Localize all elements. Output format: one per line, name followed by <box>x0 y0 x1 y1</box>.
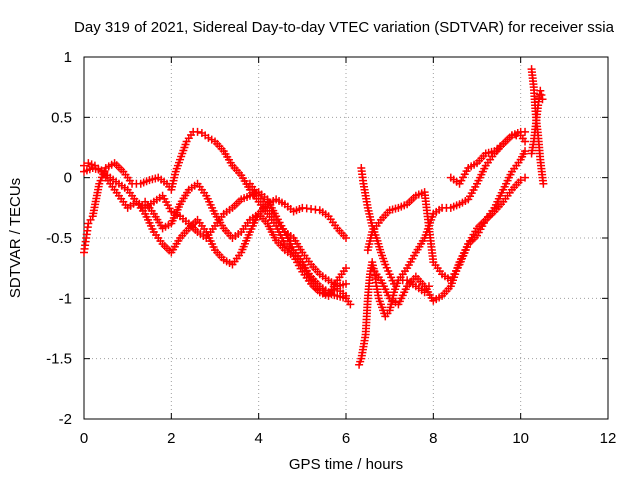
y-tick-label: -2 <box>59 411 72 428</box>
series-track-5 <box>245 179 350 300</box>
data-points <box>80 65 548 369</box>
series-track-12 <box>527 86 547 158</box>
data-point <box>193 127 202 136</box>
y-axis-ticks: -2 -1.5 -1 -0.5 0 0.5 1 <box>46 49 608 428</box>
data-point <box>342 234 350 242</box>
x-axis-ticks: 0 2 4 6 8 10 12 <box>80 57 617 447</box>
x-tick-label: 6 <box>342 430 350 447</box>
data-point <box>521 173 530 182</box>
series-track-10 <box>446 127 530 188</box>
x-tick-label: 0 <box>80 430 88 447</box>
data-point <box>521 127 530 136</box>
data-point-marker <box>537 91 546 100</box>
y-axis-label: SDTVAR / TECUs <box>7 178 24 298</box>
y-tick-label: -1 <box>59 290 72 307</box>
x-tick-label: 12 <box>600 430 617 447</box>
x-tick-label: 4 <box>254 430 262 447</box>
x-tick-label: 2 <box>167 430 175 447</box>
data-point <box>521 137 530 146</box>
y-tick-label: 0.5 <box>51 109 72 126</box>
data-point <box>342 279 350 288</box>
x-tick-label: 10 <box>512 430 529 447</box>
y-tick-label: -1.5 <box>46 351 72 368</box>
x-axis-label: GPS time / hours <box>289 456 403 473</box>
y-tick-label: -0.5 <box>46 230 72 247</box>
series-track-9 <box>368 173 530 309</box>
data-point <box>342 264 350 273</box>
chart-title: Day 319 of 2021, Sidereal Day-to-day VTE… <box>74 19 615 36</box>
x-tick-label: 8 <box>429 430 437 447</box>
y-tick-label: 1 <box>64 49 72 66</box>
data-point <box>516 176 525 185</box>
data-point <box>521 147 530 156</box>
data-point <box>538 95 547 104</box>
y-tick-label: 0 <box>64 170 72 187</box>
data-point <box>539 179 548 188</box>
data-point <box>346 300 355 309</box>
data-point <box>390 279 399 288</box>
data-point <box>536 86 545 95</box>
